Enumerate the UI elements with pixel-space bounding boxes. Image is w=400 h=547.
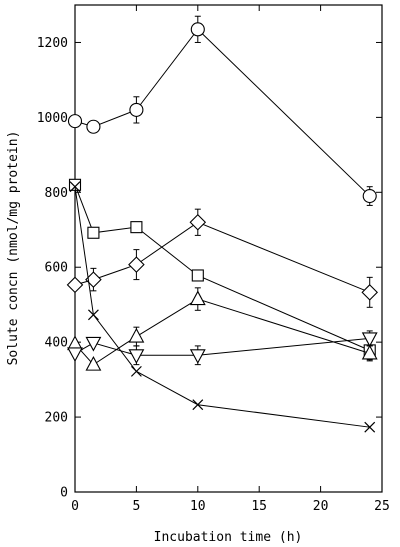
y-tick-label-200: 200 [45,411,68,426]
series-line-circle [74,28,371,197]
data-point-circle-3 [190,22,205,37]
y-tick-label-800: 800 [45,186,68,201]
series-line-square [74,184,370,351]
x-tick-label-5: 5 [132,499,140,514]
series-cross [69,181,376,433]
data-point-diamond-0 [66,276,84,294]
data-point-triangle-down-4 [361,332,378,348]
data-point-square-1 [87,226,100,239]
data-point-circle-0 [67,114,83,129]
data-point-cross-0 [69,181,81,193]
data-point-cross-2 [130,365,142,377]
series-layer [66,15,378,433]
y-tick-label-0: 0 [60,486,68,501]
y-tick-label-1200: 1200 [37,36,68,51]
data-point-cross-1 [87,309,99,321]
y-tick-label-1000: 1000 [37,111,68,126]
data-point-triangle-up-3 [189,290,206,306]
series-line-triangle-up [74,298,370,366]
series-diamond [66,208,378,308]
data-point-circle-4 [362,189,377,204]
series-circle [67,15,377,206]
data-point-circle-2 [129,102,144,117]
data-point-triangle-up-4 [361,344,378,360]
data-point-diamond-2 [128,256,145,273]
data-point-diamond-3 [189,213,207,231]
data-point-diamond-4 [361,284,378,301]
series-line-triangle-down [74,337,370,356]
data-point-triangle-down-1 [85,336,102,352]
y-axis-label: Solute concn (nmol/mg protein) [6,131,21,366]
x-tick-label-20: 20 [313,499,329,514]
data-point-triangle-down-0 [67,347,83,363]
data-point-circle-1 [86,119,101,134]
x-tick-label-10: 10 [190,499,206,514]
x-tick-label-0: 0 [71,499,79,514]
data-point-cross-3 [192,399,204,411]
y-tick-label-600: 600 [45,261,68,276]
data-point-triangle-down-3 [189,349,206,364]
plot-frame [74,4,383,493]
series-square [68,178,376,361]
y-tick-label-400: 400 [45,336,68,351]
data-point-square-3 [191,269,204,282]
data-point-square-2 [130,221,143,234]
data-point-triangle-up-1 [85,355,102,371]
ticks-layer: 0 5 10 15 20 25 0 200 400 600 800 1000 1200 [37,5,390,514]
data-point-triangle-up-2 [128,327,145,343]
series-triangle-down [67,330,378,366]
data-point-triangle-down-2 [128,349,145,364]
x-tick-label-25: 25 [374,499,390,514]
series-triangle-up [67,287,378,371]
data-point-square-0 [68,178,82,191]
series-line-diamond [74,221,370,293]
x-axis-label: Incubation time (h) [154,530,303,545]
data-point-cross-4 [364,421,376,433]
x-tick-label-15: 15 [251,499,267,514]
